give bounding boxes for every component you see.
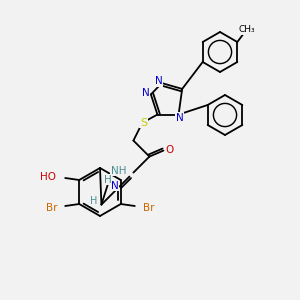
- Text: S: S: [140, 118, 147, 128]
- Text: N: N: [110, 181, 118, 190]
- Text: N: N: [142, 88, 150, 98]
- Text: Br: Br: [46, 203, 57, 213]
- Text: N: N: [176, 112, 184, 123]
- Text: H: H: [103, 175, 111, 184]
- Text: CH₃: CH₃: [238, 26, 255, 34]
- Text: O: O: [165, 145, 173, 154]
- Text: H: H: [90, 196, 97, 206]
- Text: HO: HO: [40, 172, 56, 182]
- Text: N: N: [155, 76, 163, 86]
- Text: Br: Br: [143, 203, 154, 213]
- Text: NH: NH: [111, 166, 126, 176]
